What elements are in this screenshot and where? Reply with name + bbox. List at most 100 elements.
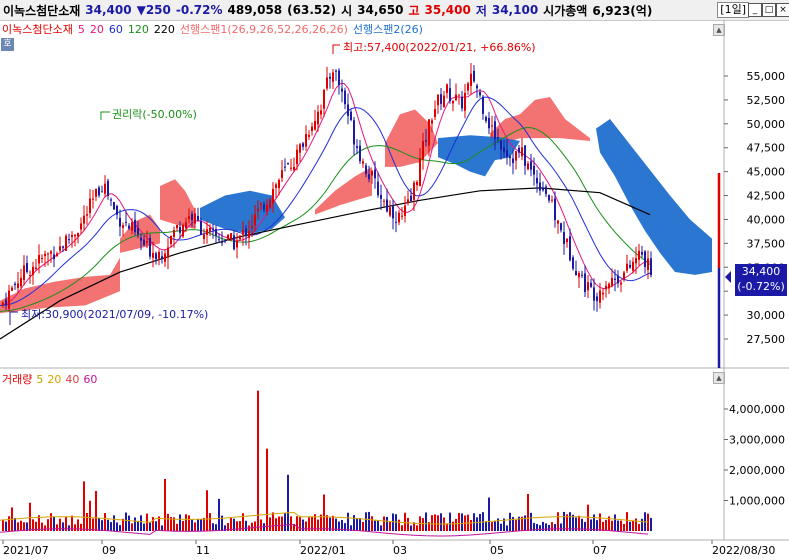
candle-body <box>356 146 358 148</box>
legend-span1[interactable]: 선행스팬1(26,9,26,52,26,26,26) <box>179 23 348 36</box>
candle-body <box>599 290 601 303</box>
volume-bar <box>554 523 556 531</box>
legend-stock[interactable]: 이녹스첨단소재 <box>2 23 73 36</box>
volume-bar <box>170 517 172 531</box>
volume-bar <box>617 520 619 531</box>
volume-bar <box>410 525 412 531</box>
volume-ma-line <box>0 511 649 525</box>
candle-body <box>404 205 406 216</box>
candle-body <box>392 205 394 219</box>
volume-bar <box>596 520 598 531</box>
candle-body <box>482 96 484 114</box>
candle-body <box>485 116 487 122</box>
volume-bar <box>290 516 292 531</box>
candle-body <box>182 224 184 237</box>
volume-bar <box>296 516 298 531</box>
candle-body <box>47 253 49 255</box>
legend-ma5[interactable]: 5 <box>77 22 85 36</box>
legend-span2[interactable]: 선행스팬2(26) <box>352 23 423 36</box>
volume-bar <box>599 513 601 531</box>
volume-bar <box>374 520 376 531</box>
legend-vol-ma60[interactable]: 60 <box>83 372 98 386</box>
candle-body <box>551 199 553 201</box>
volume-bar <box>134 517 136 531</box>
candle-body <box>35 267 37 270</box>
volume-axis-label: 2,000,000 <box>729 464 785 477</box>
price-axis-label: 52,500 <box>747 94 786 107</box>
candle-body <box>137 228 139 235</box>
high-label: 고 <box>408 3 420 18</box>
legend-ma60[interactable]: 60 <box>108 22 123 36</box>
candle-body <box>128 225 130 229</box>
time-axis-label: 2021/07 <box>3 544 49 557</box>
legend-vol-ma20[interactable]: 20 <box>47 372 62 386</box>
volume-bar <box>68 525 70 531</box>
volume-bar <box>431 515 433 531</box>
candle-body <box>197 216 199 221</box>
candle-body <box>506 149 508 158</box>
volume-bar <box>512 517 514 531</box>
legend-ma120[interactable]: 120 <box>127 22 149 36</box>
volume-bar <box>2 519 4 531</box>
candle-body <box>455 94 457 101</box>
volume-bar <box>362 521 364 531</box>
minimize-icon[interactable]: _ <box>748 3 762 17</box>
volume-bar <box>200 519 202 531</box>
ichimoku-cloud-bull <box>160 179 195 230</box>
volume-bar <box>461 513 463 531</box>
candle-body <box>278 179 280 189</box>
volume-bar <box>401 525 403 531</box>
candle-body <box>5 299 7 306</box>
candle-body <box>584 273 586 292</box>
candle-body <box>326 77 328 89</box>
candle-body <box>122 225 124 228</box>
volume-bar <box>455 518 457 531</box>
volume-bar <box>245 520 247 531</box>
order-button[interactable]: 호 <box>1 38 14 51</box>
volume-bar <box>275 518 277 531</box>
candle-body <box>80 223 82 230</box>
candle-body <box>20 277 22 287</box>
candle-body <box>218 239 220 241</box>
low-price: 34,100 <box>491 3 539 17</box>
period-selector[interactable]: [1일] <box>717 2 749 18</box>
volume-bar <box>137 520 139 531</box>
candle-body <box>365 165 367 174</box>
restore-icon[interactable]: □ <box>762 3 776 17</box>
volume-bar <box>629 521 631 531</box>
volume-bar <box>386 516 388 531</box>
volume-bar <box>452 521 454 531</box>
volume-bar <box>80 523 82 531</box>
stock-name[interactable]: 이녹스첨단소재 <box>3 3 81 18</box>
candle-body <box>140 237 142 241</box>
scroll-up-icon[interactable]: ▲ <box>713 372 725 384</box>
close-icon[interactable]: × <box>776 3 789 17</box>
volume-bar <box>242 513 244 531</box>
ichimoku-cloud-bull <box>0 257 120 314</box>
candle-body <box>119 217 121 227</box>
legend-vol-ma40[interactable]: 40 <box>65 372 80 386</box>
candle-body <box>446 84 448 94</box>
time-axis-label: 2022/01 <box>300 544 346 557</box>
trade-volume: 489,058 <box>227 3 283 17</box>
legend-ma20[interactable]: 20 <box>89 22 104 36</box>
candle-body <box>542 188 544 191</box>
volume-bar <box>551 522 553 531</box>
volume-bar <box>44 525 46 531</box>
candle-body <box>647 258 649 270</box>
candle-body <box>113 202 115 210</box>
candle-body <box>533 165 535 175</box>
volume-bar <box>185 514 187 531</box>
legend-volume[interactable]: 거래량 <box>2 373 33 386</box>
candle-body <box>545 186 547 194</box>
legend-vol-ma5[interactable]: 5 <box>36 372 44 386</box>
volume-ma-line <box>0 523 649 537</box>
legend-ma220[interactable]: 220 <box>153 22 175 36</box>
candle-body <box>458 94 460 96</box>
candle-body <box>407 199 409 203</box>
ichimoku-cloud-bear <box>596 119 712 275</box>
volume-bar <box>131 523 133 531</box>
price-axis-label: 37,500 <box>747 237 786 250</box>
candle-body <box>329 76 331 79</box>
